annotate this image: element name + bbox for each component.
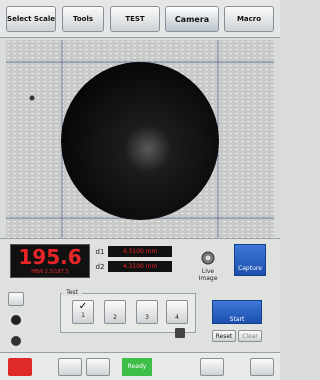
slot-label: 3	[137, 314, 157, 321]
slot-label: 1	[73, 312, 93, 319]
footer-button[interactable]	[86, 358, 110, 376]
test-panel-title: Test	[62, 289, 82, 296]
save-icon[interactable]	[175, 328, 185, 338]
d2-label: d2	[94, 263, 106, 271]
d1-value: 4.3100 mm	[108, 246, 172, 257]
test-slot[interactable]: 2	[104, 300, 126, 324]
footer-button[interactable]	[8, 358, 32, 376]
indentation	[61, 62, 219, 220]
surface-spot	[30, 96, 35, 101]
slot-label: 2	[105, 314, 125, 321]
hardness-unit: HBW 2.5/187.5	[11, 269, 89, 275]
toolbar-button[interactable]: Camera	[165, 6, 219, 32]
d2-value: 4.3100 mm	[108, 261, 172, 272]
capture-button[interactable]: Capture	[234, 244, 266, 276]
toolbar-button[interactable]: TEST	[110, 6, 160, 32]
start-button[interactable]: Start	[212, 300, 262, 324]
camera-image	[6, 40, 274, 238]
test-slot[interactable]: 4	[166, 300, 188, 324]
hardness-value: 195.6	[11, 245, 89, 269]
toolbar-button[interactable]: Select Scale	[6, 6, 56, 32]
side-icon[interactable]	[11, 315, 21, 325]
status-indicator: Ready	[122, 358, 152, 376]
footer-button[interactable]	[200, 358, 224, 376]
lens-icon[interactable]	[200, 250, 216, 266]
footer-button[interactable]	[58, 358, 82, 376]
test-slot[interactable]: 3	[136, 300, 158, 324]
side-icon[interactable]	[11, 336, 21, 346]
reading-display: 195.6 HBW 2.5/187.5	[10, 244, 90, 278]
side-button[interactable]	[8, 292, 24, 306]
live-image-label: Live Image	[192, 268, 224, 282]
toolbar-button[interactable]: Macro	[224, 6, 274, 32]
clear-button[interactable]: Clear	[238, 330, 262, 342]
footer-button[interactable]	[250, 358, 274, 376]
toolbar-button[interactable]: Tools	[62, 6, 104, 32]
app-window: Select Scale Tools TEST Camera Macro 195…	[0, 0, 280, 380]
slot-label: 4	[167, 314, 187, 321]
test-slot[interactable]: ✓1	[72, 300, 94, 324]
reset-button[interactable]: Reset	[212, 330, 236, 342]
d1-label: d1	[94, 248, 106, 256]
